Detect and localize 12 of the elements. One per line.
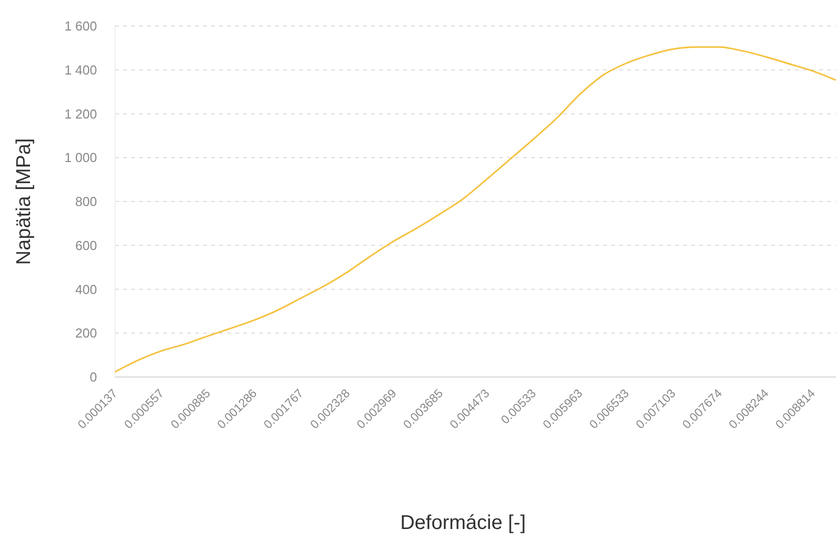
line-series [114, 46, 836, 373]
y-tick-label: 400 [75, 282, 97, 297]
y-tick-label: 200 [75, 326, 97, 341]
x-axis-title: Deformácie [-] [400, 512, 526, 534]
y-tick-label: 1 600 [64, 18, 97, 34]
y-tick-label: 1 200 [64, 106, 97, 122]
y-tick-label: 600 [75, 238, 97, 253]
y-tick-label: 1 000 [64, 150, 97, 166]
y-tick-label: 1 400 [64, 62, 97, 78]
y-tick-label: 800 [75, 194, 97, 210]
y-axis-title: Napätia [MPa] [13, 138, 35, 265]
y-tick-label: 0 [90, 370, 97, 385]
